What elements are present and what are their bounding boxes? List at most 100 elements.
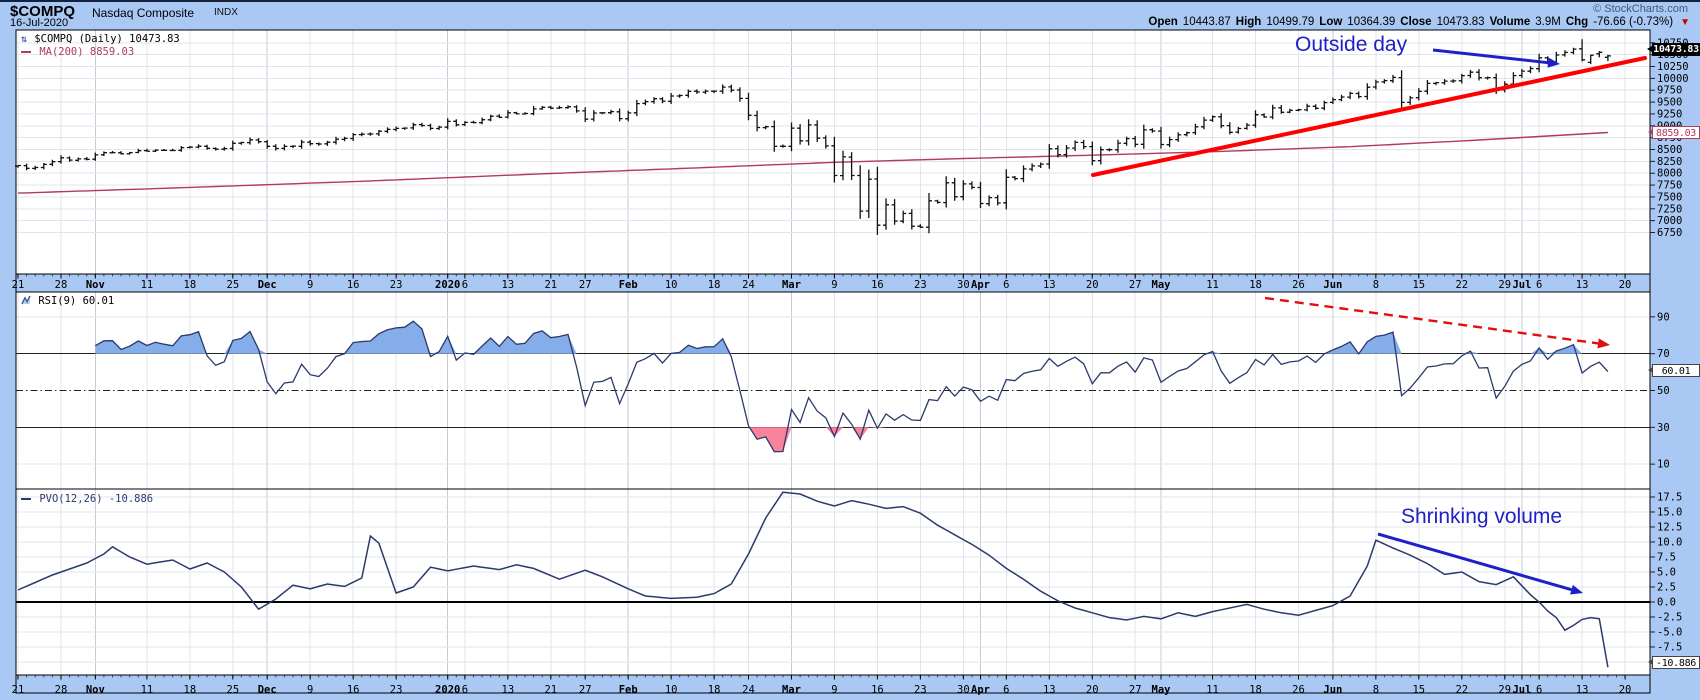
ohlc-bar bbox=[1450, 79, 1457, 83]
axis-label: 8250 bbox=[1657, 156, 1682, 168]
ohlc-bar bbox=[272, 144, 279, 151]
ohlc-bar bbox=[169, 148, 176, 152]
open-label: Open bbox=[1148, 16, 1178, 28]
ohlc-bar bbox=[410, 122, 417, 130]
ohlc-bar bbox=[1106, 148, 1113, 152]
ma-line-sample-icon bbox=[21, 51, 31, 53]
shrinking-volume-annotation: Shrinking volume bbox=[1401, 505, 1563, 528]
ohlc-bar bbox=[651, 97, 657, 104]
ohlc-bar bbox=[1269, 104, 1276, 120]
ohlc-bar bbox=[831, 136, 838, 183]
ohlc-bar bbox=[891, 199, 898, 225]
ohlc-bar bbox=[1080, 139, 1087, 150]
ohlc-bar bbox=[1415, 88, 1422, 101]
ohlc-bar bbox=[161, 149, 168, 152]
date-label: 30 bbox=[957, 279, 970, 291]
date-label: 22 bbox=[1455, 684, 1468, 696]
shrinking-volume-arrow bbox=[1377, 532, 1583, 595]
ohlc-bar bbox=[1286, 108, 1293, 114]
ma-legend: MA(200) 8859.03 bbox=[21, 46, 134, 58]
date-label: Jul bbox=[1512, 684, 1531, 696]
axis-label: 7.5 bbox=[1657, 551, 1676, 563]
ohlc-bar bbox=[857, 165, 864, 219]
high-label: High bbox=[1235, 16, 1262, 28]
ohlc-bar bbox=[659, 97, 666, 104]
date-label: 23 bbox=[390, 279, 403, 291]
date-label: 9 bbox=[307, 279, 313, 291]
ohlc-bar bbox=[1304, 103, 1311, 112]
axis-label: -7.5 bbox=[1657, 641, 1682, 653]
ohlc-bar bbox=[1467, 69, 1474, 78]
ohlc-bar bbox=[960, 180, 967, 201]
ohlc-bar bbox=[247, 137, 253, 145]
axis-labels: 6750700072507500775080008250850087509000… bbox=[12, 37, 1689, 696]
ohlc-bar bbox=[436, 125, 443, 130]
axis-label: 10 bbox=[1657, 459, 1670, 471]
rsi-line bbox=[94, 320, 1609, 453]
ohlc-bar bbox=[943, 176, 950, 208]
ohlc-bar bbox=[204, 144, 211, 150]
ohlc-bar bbox=[504, 110, 511, 119]
ohlc-bar bbox=[83, 157, 90, 161]
date-label: 20 bbox=[1086, 279, 1099, 291]
date-label: 2020 bbox=[435, 684, 460, 696]
ohlc-bar bbox=[840, 150, 846, 181]
ohlc-bar bbox=[444, 118, 451, 130]
ohlc-bar bbox=[676, 94, 683, 98]
pvo-legend: PVO(12,26) -10.886 bbox=[21, 493, 153, 505]
ohlc-bar bbox=[1054, 145, 1061, 158]
ohlc-bar bbox=[384, 127, 391, 134]
ohlc-bar bbox=[745, 92, 752, 121]
axis-label: 7500 bbox=[1657, 191, 1682, 203]
date-label: Nov bbox=[86, 279, 105, 291]
ohlc-bar bbox=[1072, 140, 1079, 151]
ohlc-bar bbox=[195, 144, 202, 149]
ohlc-bar bbox=[736, 87, 743, 102]
date-label: Dec bbox=[258, 684, 277, 696]
rsi-zigzag-icon bbox=[21, 295, 31, 305]
ohlc-bar bbox=[986, 195, 993, 207]
ohlc-bar bbox=[788, 122, 795, 152]
ohlc-bar bbox=[1441, 79, 1448, 85]
date-label: 10 bbox=[665, 279, 678, 291]
ohlc-bar bbox=[1527, 66, 1534, 74]
ohlc-bar bbox=[547, 105, 554, 110]
ohlc-bar bbox=[350, 133, 357, 141]
ohlc-bar bbox=[1338, 94, 1345, 102]
chart-date: 16-Jul-2020 bbox=[10, 17, 69, 29]
low-value: 10364.39 bbox=[1347, 16, 1396, 28]
ohlc-bar bbox=[1295, 108, 1302, 112]
axis-label: 8500 bbox=[1657, 144, 1682, 156]
panel-frames bbox=[15, 29, 1651, 694]
axis-label: 17.5 bbox=[1657, 491, 1682, 503]
ohlc-bar bbox=[1278, 105, 1285, 114]
ohlc-bar bbox=[1218, 113, 1225, 129]
ohlc-bar bbox=[1226, 122, 1233, 135]
axis-label: 70 bbox=[1657, 348, 1670, 360]
support-trendline bbox=[1091, 56, 1647, 177]
axis-label: 10250 bbox=[1657, 61, 1689, 73]
stockcharts-credit: © StockCharts.com bbox=[1593, 3, 1688, 15]
date-label: 29 bbox=[1498, 684, 1511, 696]
date-label: Dec bbox=[258, 279, 277, 291]
ohlc-bar bbox=[1037, 162, 1044, 168]
axis-label: -5.0 bbox=[1657, 626, 1682, 638]
chg-dropdown-icon[interactable]: ▼ bbox=[1680, 16, 1690, 28]
ohlc-bar bbox=[814, 120, 821, 142]
ohlc-bar bbox=[1123, 136, 1130, 146]
date-label: 27 bbox=[579, 684, 592, 696]
ohlc-bar bbox=[1518, 69, 1525, 78]
date-label: 8 bbox=[1373, 279, 1379, 291]
ohlc-bar bbox=[908, 209, 915, 230]
ohlc-bar bbox=[797, 124, 804, 145]
date-label: Feb bbox=[619, 279, 638, 291]
updown-icon: ⇅ bbox=[21, 34, 28, 45]
date-label: 20 bbox=[1619, 684, 1632, 696]
ohlc-bar bbox=[461, 121, 468, 126]
date-label: 8 bbox=[1373, 684, 1379, 696]
date-label: 21 bbox=[544, 279, 557, 291]
axis-label: 10000 bbox=[1657, 73, 1689, 85]
ohlc-bar bbox=[1458, 73, 1465, 84]
date-label: 21 bbox=[12, 279, 25, 291]
